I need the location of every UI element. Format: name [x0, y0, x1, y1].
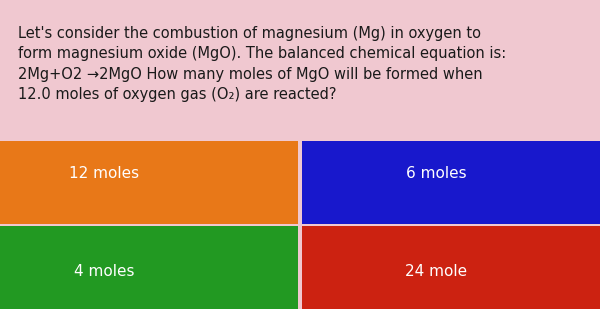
Text: 6 moles: 6 moles: [406, 167, 467, 181]
FancyBboxPatch shape: [0, 226, 298, 309]
Text: 4 moles: 4 moles: [74, 264, 134, 279]
FancyBboxPatch shape: [302, 226, 600, 309]
Text: Let's consider the combustion of magnesium (Mg) in oxygen to
form magnesium oxid: Let's consider the combustion of magnesi…: [18, 26, 506, 102]
FancyBboxPatch shape: [302, 141, 600, 224]
FancyBboxPatch shape: [0, 141, 298, 224]
Text: 12 moles: 12 moles: [69, 167, 139, 181]
Text: 24 mole: 24 mole: [405, 264, 467, 279]
